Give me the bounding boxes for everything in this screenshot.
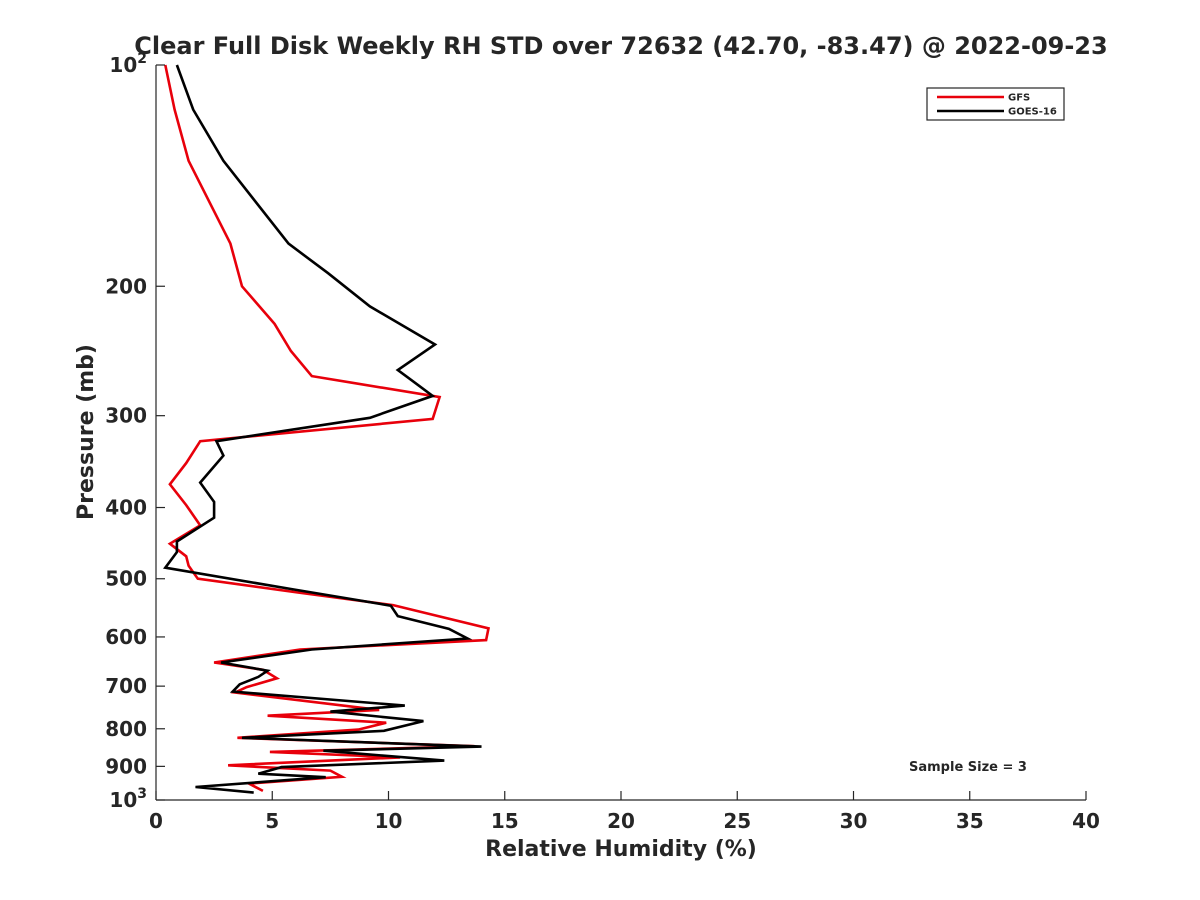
y-axis-label: Pressure (mb) xyxy=(74,344,99,520)
sample-size-annotation: Sample Size = 3 xyxy=(909,760,1027,775)
x-axis-label: Relative Humidity (%) xyxy=(485,837,757,862)
legend-item-gfs: GFS xyxy=(937,93,1030,104)
y-tick-label: 700 xyxy=(105,674,147,698)
series-layer xyxy=(162,64,491,794)
y-tick-label: 400 xyxy=(105,496,147,520)
y-tick-label: 300 xyxy=(105,404,147,428)
y-tick-label: 103 xyxy=(109,786,147,812)
y-tick-label: 102 xyxy=(109,51,147,77)
x-ticks: 0 5 10 15 20 25 30 35 40 xyxy=(149,791,1100,833)
chart-title: Clear Full Disk Weekly RH STD over 72632… xyxy=(134,32,1107,60)
x-tick-label: 5 xyxy=(265,809,279,833)
plot-background xyxy=(156,65,1086,800)
legend-item-goes16: GOES-16 xyxy=(937,107,1057,118)
y-tick-label: 900 xyxy=(105,754,147,778)
y-tick-label: 600 xyxy=(105,625,147,649)
legend-box xyxy=(926,87,1065,121)
x-tick-label: 35 xyxy=(956,809,984,833)
x-tick-label: 10 xyxy=(375,809,403,833)
y-tick-label: 500 xyxy=(105,567,147,591)
legend: GFS GOES-16 xyxy=(926,87,1065,121)
legend-label-gfs: GFS xyxy=(1008,93,1030,104)
x-tick-label: 20 xyxy=(607,809,635,833)
y-tick-label: 200 xyxy=(105,274,147,298)
x-tick-label: 40 xyxy=(1072,809,1100,833)
y-tick-label: 800 xyxy=(105,717,147,741)
y-ticks: 102 200 300 400 500 600 700 800 900 103 xyxy=(105,51,165,812)
plot-area: 0 5 10 15 20 25 30 35 40 102 200 300 400 500 600 700 80… xyxy=(105,51,1100,833)
x-tick-label: 15 xyxy=(491,809,519,833)
legend-label-goes16: GOES-16 xyxy=(1008,107,1057,118)
series-line-goes16 xyxy=(162,64,482,794)
x-tick-label: 30 xyxy=(840,809,868,833)
x-tick-label: 25 xyxy=(723,809,751,833)
x-tick-label: 0 xyxy=(149,809,163,833)
